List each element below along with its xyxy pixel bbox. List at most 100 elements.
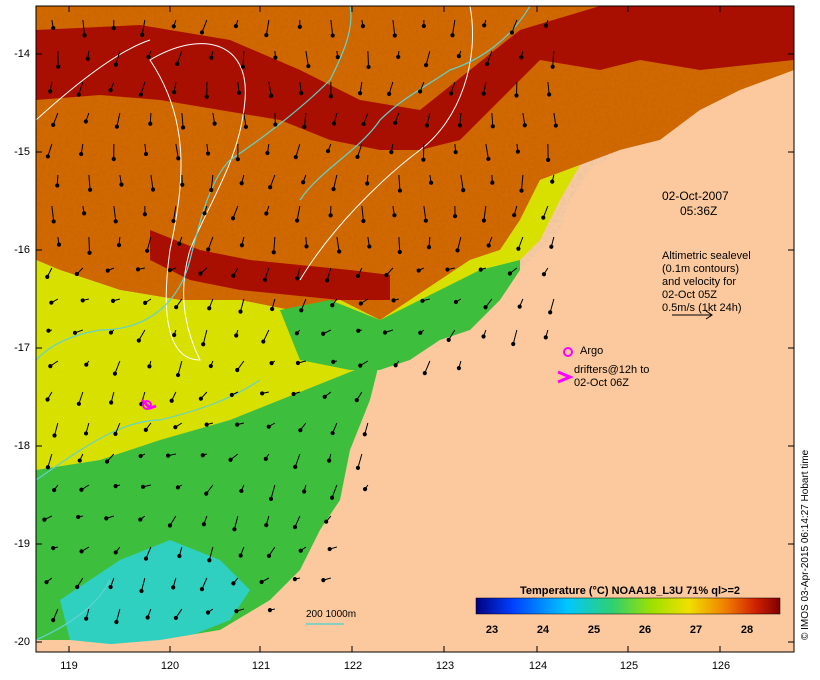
velocity-arrowhead — [204, 94, 209, 99]
velocity-arrowhead — [328, 94, 333, 99]
velocity-arrow — [115, 608, 121, 623]
velocity-arrowhead — [79, 549, 84, 554]
velocity-arrowhead — [75, 584, 80, 590]
velocity-arrowhead — [321, 578, 326, 583]
velocity-arrowhead — [266, 553, 272, 558]
velocity-arrowhead — [331, 186, 336, 192]
drifter-legend-marker — [557, 370, 574, 384]
velocity-arrow — [295, 143, 301, 158]
velocity-arrowhead — [358, 301, 363, 306]
velocity-arrowhead — [235, 422, 240, 427]
velocity-arrowhead — [397, 249, 402, 255]
velocity-arrowhead — [143, 151, 149, 157]
velocity-arrowhead — [177, 241, 182, 247]
velocity-arrow — [326, 267, 332, 281]
velocity-arrowhead — [235, 157, 240, 162]
velocity-arrowhead — [240, 64, 246, 69]
y-tick-label: -20 — [14, 636, 30, 648]
velocity-arrowhead — [204, 422, 209, 427]
velocity-arrowhead — [382, 330, 388, 335]
velocity-arrowhead — [108, 88, 113, 93]
velocity-arrow — [511, 19, 518, 33]
velocity-arrowhead — [208, 363, 213, 369]
velocity-arrow — [115, 50, 121, 65]
velocity-arrowhead — [143, 427, 148, 432]
velocity-arrowhead — [324, 519, 329, 524]
velocity-arrows — [42, 19, 558, 625]
velocity-arrow — [491, 112, 494, 127]
velocity-arrowhead — [201, 342, 206, 347]
velocity-arrowhead — [548, 310, 553, 315]
colorbar — [475, 597, 781, 615]
x-tick-label: 119 — [60, 660, 78, 672]
velocity-arrowhead — [136, 338, 141, 343]
sst-hot-band-north — [36, 6, 794, 150]
velocity-scale-arrowhead — [705, 310, 713, 320]
velocity-arrowhead — [80, 298, 85, 303]
velocity-arrowhead — [201, 522, 206, 527]
velocity-arrowhead — [455, 248, 460, 253]
velocity-arrow — [208, 546, 214, 561]
velocity-arrowhead — [461, 187, 466, 193]
velocity-arrowhead — [239, 181, 244, 186]
velocity-arrowhead — [55, 183, 60, 188]
velocity-arrowhead — [138, 92, 143, 97]
velocity-arrowhead — [302, 124, 307, 129]
velocity-arrowhead — [108, 584, 113, 590]
axis-ticks — [36, 6, 794, 652]
velocity-arrow — [336, 236, 340, 252]
velocity-arrowhead — [450, 33, 455, 38]
velocity-arrow — [175, 143, 179, 159]
velocity-arrowhead — [361, 218, 366, 224]
velocity-arrowhead — [42, 517, 47, 522]
velocity-arrow — [549, 298, 555, 313]
velocity-arrowhead — [354, 398, 359, 403]
velocity-arrowhead — [230, 216, 236, 221]
velocity-arrowhead — [262, 277, 267, 282]
velocity-arrowhead — [167, 523, 173, 528]
velocity-arrowhead — [46, 328, 51, 333]
velocity-arrowhead — [228, 457, 233, 462]
altimetry-note-line: (0.1m contours) — [662, 263, 740, 275]
colorbar-tick-label: 28 — [740, 624, 754, 636]
velocity-arrowhead — [104, 516, 109, 521]
velocity-arrowhead — [51, 25, 56, 31]
velocity-arrow — [333, 174, 338, 190]
velocity-arrow — [269, 174, 276, 188]
drifter-track — [140, 398, 157, 410]
argo-label: Argo — [580, 345, 604, 357]
velocity-arrowhead — [553, 123, 558, 128]
velocity-arrowhead — [293, 154, 298, 160]
velocity-arrowhead — [212, 121, 217, 126]
velocity-arrowhead — [174, 305, 179, 310]
velocity-arrowhead — [391, 298, 396, 303]
isobath-legend-label: 200 1000m — [306, 609, 357, 620]
velocity-arrow — [296, 205, 301, 221]
sst-hot-band-central — [150, 230, 390, 300]
velocity-arrowhead — [273, 55, 278, 60]
velocity-arrowhead — [329, 495, 335, 500]
velocity-arrowhead — [52, 433, 57, 438]
velocity-arrowhead — [177, 553, 182, 559]
velocity-arrowhead — [138, 517, 143, 522]
velocity-arrowhead — [337, 249, 342, 254]
velocity-arrowhead — [52, 487, 57, 493]
velocity-arrowhead — [273, 122, 278, 127]
velocity-arrow — [51, 205, 55, 222]
velocity-arrowhead — [113, 550, 118, 555]
velocity-arrowhead — [264, 523, 269, 528]
velocity-arrowhead — [541, 215, 546, 220]
velocity-arrowhead — [176, 156, 181, 161]
velocity-arrowhead — [547, 92, 552, 97]
velocity-arrowhead — [507, 271, 512, 276]
velocity-arrowhead — [456, 54, 461, 59]
velocity-arrow — [305, 50, 309, 67]
velocity-arrow — [114, 360, 121, 374]
velocity-arrowhead — [243, 124, 249, 129]
colorbar-tick-label: 27 — [689, 624, 703, 636]
velocity-arrowhead — [238, 553, 243, 558]
y-tick-label: -14 — [14, 48, 30, 60]
velocity-arrow — [512, 329, 518, 345]
velocity-arrowhead — [321, 331, 326, 336]
velocity-arrowhead — [175, 61, 180, 67]
